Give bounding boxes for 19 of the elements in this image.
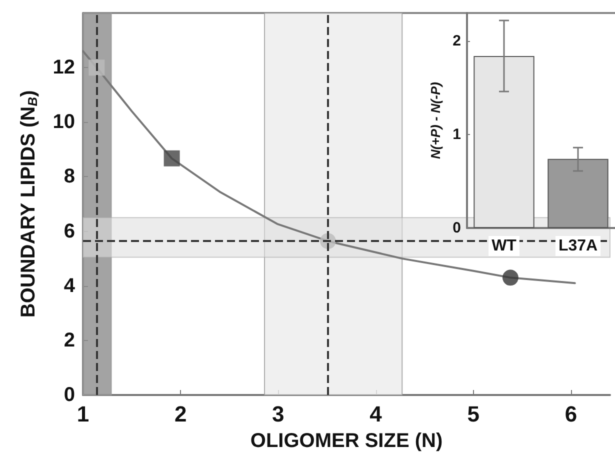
y-axis-title: BOUNDARY LIPIDS (NB)	[18, 90, 40, 318]
x-tick-label: WT	[492, 238, 517, 254]
x-tick-label: L37A	[558, 238, 598, 254]
y-tick-label: 10	[52, 111, 75, 134]
y-axis-title: N(+P) - N(-P)	[428, 82, 443, 159]
y-tick-label: 2	[452, 32, 461, 50]
y-tick-label: 0	[64, 384, 75, 406]
x-axis-title: OLIGOMER SIZE (N)	[250, 430, 443, 452]
y-tick-label: 8	[64, 166, 75, 188]
x-tick-label: 6	[564, 402, 578, 426]
x-tick-label: 5	[467, 402, 480, 426]
y-tick-label: 1	[452, 126, 461, 144]
y-tick-label: 2	[64, 329, 75, 352]
y-tick-label: 4	[64, 274, 76, 297]
x-tick-label: 3	[272, 402, 284, 426]
x-tick-label: 2	[174, 402, 187, 426]
y-tick-label: 0	[452, 220, 461, 236]
y-tick-label: 12	[52, 56, 75, 79]
x-tick-label: 4	[370, 402, 383, 426]
